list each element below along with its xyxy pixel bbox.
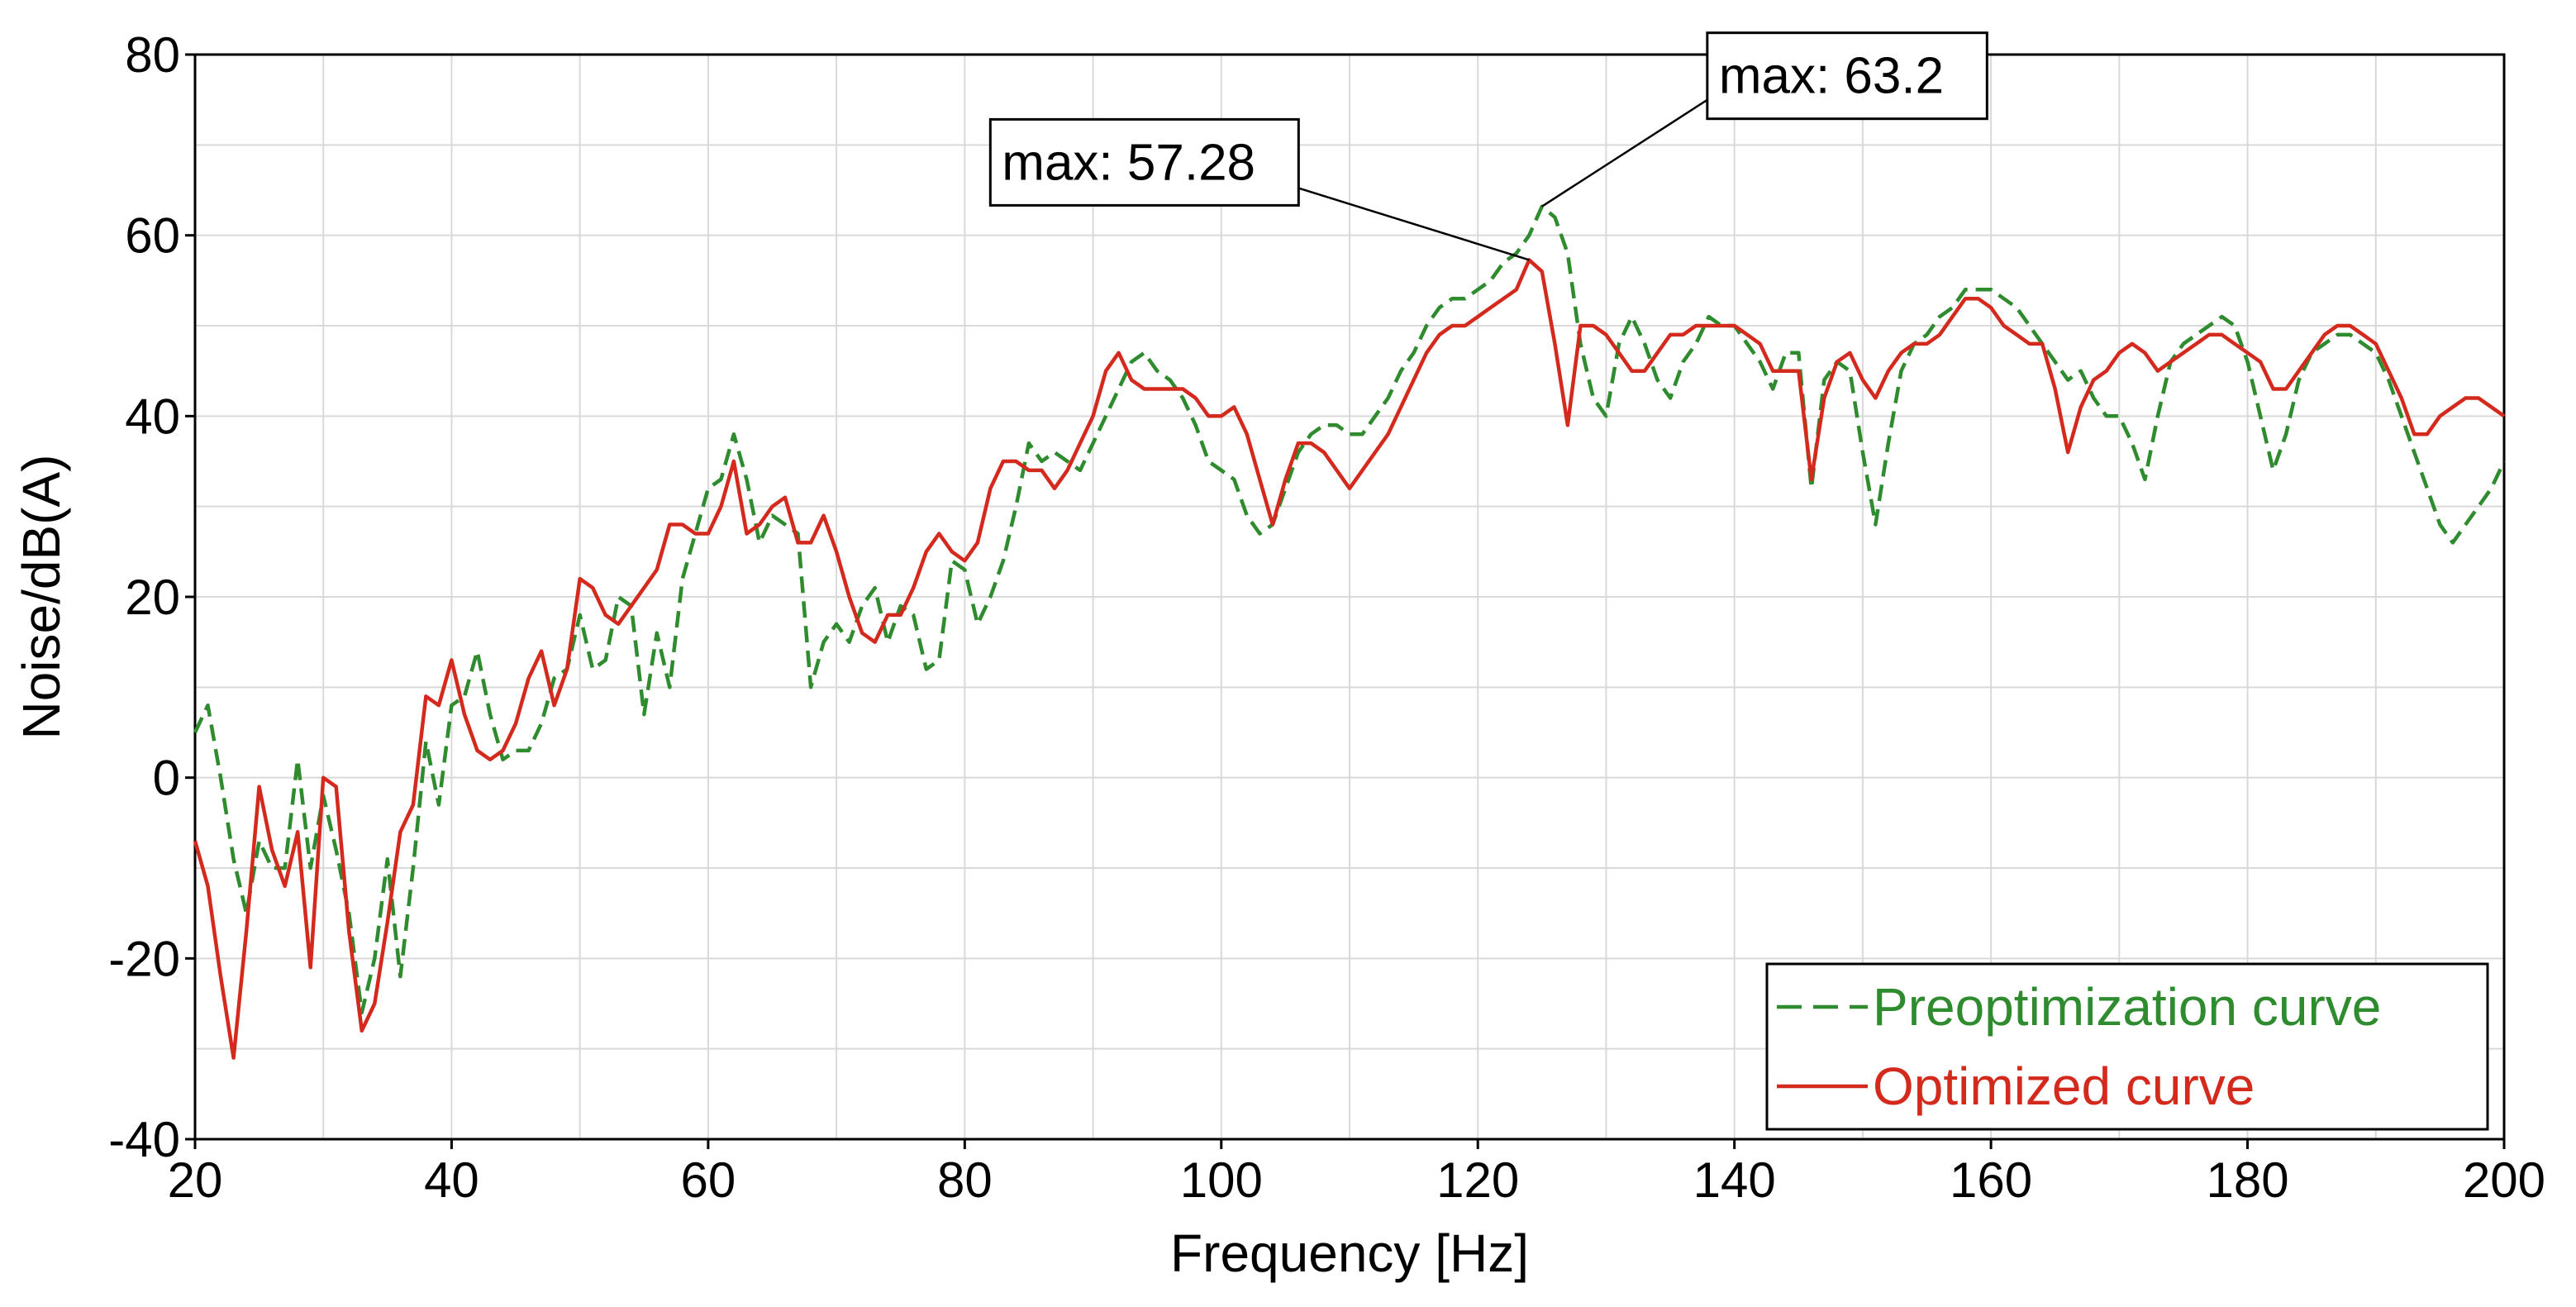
x-tick-label: 180: [2207, 1152, 2289, 1208]
y-tick-label: -40: [108, 1112, 180, 1167]
legend-box: [1765, 962, 2489, 1131]
max-annotation-text: max: 63.2: [1719, 48, 1944, 105]
max-annotations: max: 57.28 max: 63.2: [988, 31, 1988, 261]
legend-label-1: Preoptimization curve: [1873, 977, 2381, 1037]
x-tick-label: 160: [1950, 1152, 2032, 1208]
max-annotation-text: max: 57.28: [1002, 134, 1255, 191]
max-annotation-leader: [1541, 98, 1708, 207]
x-tick-label: 120: [1436, 1152, 1519, 1208]
series-line-2: [193, 258, 2506, 1060]
y-tick-label: 20: [125, 570, 180, 625]
x-tick-label: 40: [424, 1152, 479, 1208]
x-tick-label: 200: [2463, 1152, 2545, 1208]
max-annotation-leader: [1298, 187, 1530, 261]
y-axis-ticks: -40 -20 0 20 40 60 80: [108, 27, 195, 1167]
x-tick-label: 80: [937, 1152, 993, 1208]
series-lines: [193, 204, 2507, 1060]
y-tick-label: -20: [108, 931, 180, 986]
y-tick-label: 80: [125, 27, 180, 83]
x-tick-label: 100: [1180, 1152, 1263, 1208]
y-tick-label: 0: [153, 751, 180, 806]
y-tick-label: 60: [125, 208, 180, 264]
y-axis-title: Noise/dB(A): [12, 455, 71, 740]
x-axis-ticks: 20 40 60 80 100 120 140 160 180 200: [168, 1139, 2545, 1208]
max-annotation-2: max: 63.2: [1541, 31, 1988, 207]
y-tick-label: 40: [125, 389, 180, 444]
max-annotation-box: [988, 117, 1300, 207]
max-annotation-box: [1706, 31, 1988, 121]
max-annotation-1: max: 57.28: [988, 117, 1530, 261]
series-line-1: [193, 204, 2507, 1015]
x-tick-label: 60: [681, 1152, 736, 1208]
legend-label-2: Optimized curve: [1873, 1057, 2255, 1116]
x-tick-label: 20: [168, 1152, 223, 1208]
x-tick-label: 140: [1693, 1152, 1776, 1208]
x-axis-title: Frequency [Hz]: [1170, 1224, 1529, 1283]
legend: Preoptimization curve Optimized curve: [1765, 962, 2489, 1131]
